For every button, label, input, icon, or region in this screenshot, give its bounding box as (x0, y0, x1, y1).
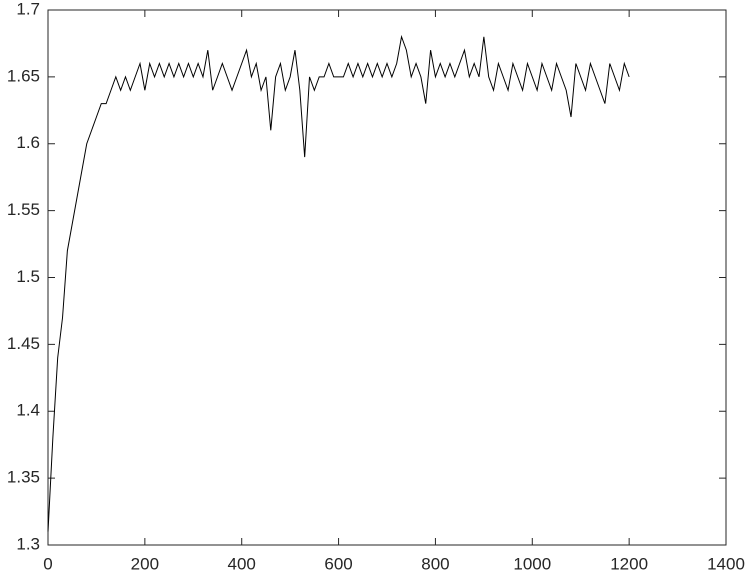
data-line (47, 34, 630, 532)
x-tick-label: 200 (131, 554, 159, 573)
x-tick-label: 1000 (513, 554, 551, 573)
x-tick-label: 800 (421, 554, 449, 573)
y-tick-label: 1.65 (7, 66, 40, 85)
x-tick-label: 600 (324, 554, 352, 573)
y-tick-label: 1.3 (16, 534, 40, 553)
y-tick-label: 1.7 (16, 0, 40, 18)
x-tick-label: 1400 (707, 554, 745, 573)
y-tick-label: 1.4 (16, 401, 40, 420)
x-tick-label: 1200 (610, 554, 648, 573)
axes-box (47, 9, 727, 546)
x-tick-label: 0 (43, 554, 52, 573)
x-tick-label: 400 (228, 554, 256, 573)
y-tick-label: 1.45 (7, 334, 40, 353)
y-tick-label: 1.35 (7, 468, 40, 487)
y-tick-label: 1.6 (16, 133, 40, 152)
y-tick-label: 1.55 (7, 200, 40, 219)
y-tick-label: 1.5 (16, 267, 40, 286)
